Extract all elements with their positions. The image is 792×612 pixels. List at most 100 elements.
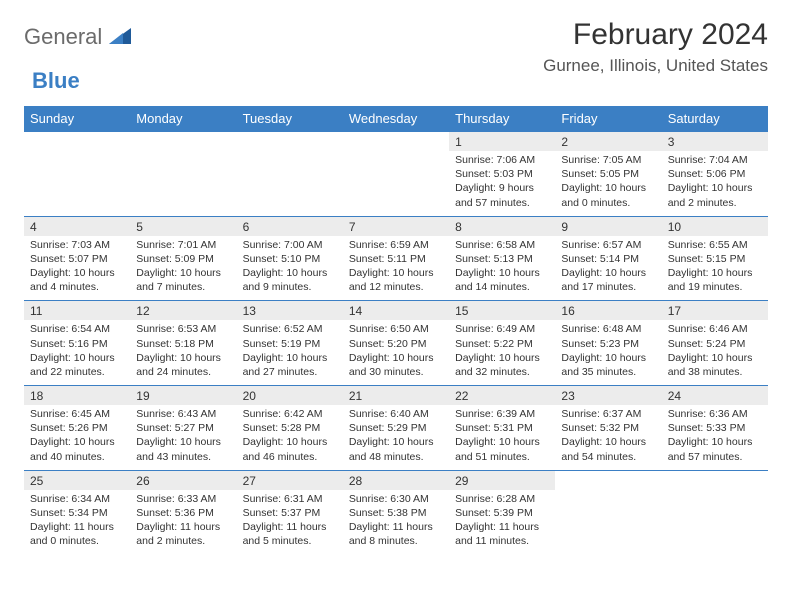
sunset-text: Sunset: 5:23 PM bbox=[561, 337, 655, 351]
daylight-text: Daylight: 10 hours and 35 minutes. bbox=[561, 351, 655, 379]
day-detail-cell: Sunrise: 6:55 AMSunset: 5:15 PMDaylight:… bbox=[662, 236, 768, 301]
day-number: 10 bbox=[668, 220, 681, 234]
day-detail-cell: Sunrise: 6:48 AMSunset: 5:23 PMDaylight:… bbox=[555, 320, 661, 385]
day-number-cell: 26 bbox=[130, 470, 236, 490]
day-number: 24 bbox=[668, 389, 681, 403]
sunrise-text: Sunrise: 7:05 AM bbox=[561, 153, 655, 167]
day-number-cell: 20 bbox=[237, 386, 343, 406]
day-number: 17 bbox=[668, 304, 681, 318]
day-number: 6 bbox=[243, 220, 250, 234]
day-number: 9 bbox=[561, 220, 568, 234]
day-number: 27 bbox=[243, 474, 256, 488]
day-number: 18 bbox=[30, 389, 43, 403]
day-number-cell: 23 bbox=[555, 386, 661, 406]
day-number: 20 bbox=[243, 389, 256, 403]
daylight-text: Daylight: 10 hours and 24 minutes. bbox=[136, 351, 230, 379]
sunset-text: Sunset: 5:11 PM bbox=[349, 252, 443, 266]
day-header: Sunday bbox=[24, 106, 130, 132]
day-detail-row: Sunrise: 6:54 AMSunset: 5:16 PMDaylight:… bbox=[24, 320, 768, 385]
daylight-text: Daylight: 10 hours and 22 minutes. bbox=[30, 351, 124, 379]
daylight-text: Daylight: 11 hours and 8 minutes. bbox=[349, 520, 443, 548]
sunrise-text: Sunrise: 6:57 AM bbox=[561, 238, 655, 252]
day-number: 11 bbox=[30, 304, 42, 318]
day-number-cell: 8 bbox=[449, 216, 555, 236]
day-detail-cell: Sunrise: 6:45 AMSunset: 5:26 PMDaylight:… bbox=[24, 405, 130, 470]
day-detail-cell: Sunrise: 6:28 AMSunset: 5:39 PMDaylight:… bbox=[449, 490, 555, 555]
sunset-text: Sunset: 5:32 PM bbox=[561, 421, 655, 435]
day-number-cell: 6 bbox=[237, 216, 343, 236]
daylight-text: Daylight: 10 hours and 12 minutes. bbox=[349, 266, 443, 294]
daylight-text: Daylight: 10 hours and 4 minutes. bbox=[30, 266, 124, 294]
sunset-text: Sunset: 5:39 PM bbox=[455, 506, 549, 520]
daylight-text: Daylight: 10 hours and 46 minutes. bbox=[243, 435, 337, 463]
sunset-text: Sunset: 5:22 PM bbox=[455, 337, 549, 351]
sunrise-text: Sunrise: 6:40 AM bbox=[349, 407, 443, 421]
sunset-text: Sunset: 5:07 PM bbox=[30, 252, 124, 266]
day-number-row: 2526272829 bbox=[24, 470, 768, 490]
daylight-text: Daylight: 10 hours and 43 minutes. bbox=[136, 435, 230, 463]
sunset-text: Sunset: 5:09 PM bbox=[136, 252, 230, 266]
day-number-cell: 28 bbox=[343, 470, 449, 490]
daylight-text: Daylight: 10 hours and 38 minutes. bbox=[668, 351, 762, 379]
sunrise-text: Sunrise: 6:50 AM bbox=[349, 322, 443, 336]
sunrise-text: Sunrise: 7:06 AM bbox=[455, 153, 549, 167]
daylight-text: Daylight: 11 hours and 2 minutes. bbox=[136, 520, 230, 548]
day-number-cell: 15 bbox=[449, 301, 555, 321]
day-number: 22 bbox=[455, 389, 468, 403]
day-header: Saturday bbox=[662, 106, 768, 132]
day-detail-cell: Sunrise: 6:31 AMSunset: 5:37 PMDaylight:… bbox=[237, 490, 343, 555]
sunrise-text: Sunrise: 6:37 AM bbox=[561, 407, 655, 421]
daylight-text: Daylight: 10 hours and 9 minutes. bbox=[243, 266, 337, 294]
daylight-text: Daylight: 10 hours and 40 minutes. bbox=[30, 435, 124, 463]
header: General Blue February 2024 Gurnee, Illin… bbox=[24, 18, 768, 94]
sunset-text: Sunset: 5:31 PM bbox=[455, 421, 549, 435]
day-number-cell: 10 bbox=[662, 216, 768, 236]
day-number-cell bbox=[130, 132, 236, 152]
day-number: 14 bbox=[349, 304, 362, 318]
sunrise-text: Sunrise: 6:28 AM bbox=[455, 492, 549, 506]
day-detail-cell: Sunrise: 6:46 AMSunset: 5:24 PMDaylight:… bbox=[662, 320, 768, 385]
day-detail-cell: Sunrise: 7:00 AMSunset: 5:10 PMDaylight:… bbox=[237, 236, 343, 301]
sunset-text: Sunset: 5:05 PM bbox=[561, 167, 655, 181]
day-detail-cell: Sunrise: 6:30 AMSunset: 5:38 PMDaylight:… bbox=[343, 490, 449, 555]
day-header: Thursday bbox=[449, 106, 555, 132]
daylight-text: Daylight: 10 hours and 32 minutes. bbox=[455, 351, 549, 379]
day-number-cell: 11 bbox=[24, 301, 130, 321]
daylight-text: Daylight: 10 hours and 54 minutes. bbox=[561, 435, 655, 463]
sunrise-text: Sunrise: 6:34 AM bbox=[30, 492, 124, 506]
daylight-text: Daylight: 11 hours and 11 minutes. bbox=[455, 520, 549, 548]
day-number-cell: 12 bbox=[130, 301, 236, 321]
day-number: 8 bbox=[455, 220, 462, 234]
day-number-cell: 9 bbox=[555, 216, 661, 236]
sunset-text: Sunset: 5:29 PM bbox=[349, 421, 443, 435]
day-detail-row: Sunrise: 6:34 AMSunset: 5:34 PMDaylight:… bbox=[24, 490, 768, 555]
day-number: 12 bbox=[136, 304, 149, 318]
day-header: Friday bbox=[555, 106, 661, 132]
day-number-row: 11121314151617 bbox=[24, 301, 768, 321]
day-number-row: 45678910 bbox=[24, 216, 768, 236]
day-number: 23 bbox=[561, 389, 574, 403]
day-detail-cell: Sunrise: 7:04 AMSunset: 5:06 PMDaylight:… bbox=[662, 151, 768, 216]
sunrise-text: Sunrise: 6:42 AM bbox=[243, 407, 337, 421]
day-number-cell bbox=[343, 132, 449, 152]
day-detail-cell: Sunrise: 6:49 AMSunset: 5:22 PMDaylight:… bbox=[449, 320, 555, 385]
day-number-cell: 5 bbox=[130, 216, 236, 236]
sunset-text: Sunset: 5:16 PM bbox=[30, 337, 124, 351]
day-number-cell: 24 bbox=[662, 386, 768, 406]
sunset-text: Sunset: 5:27 PM bbox=[136, 421, 230, 435]
sunset-text: Sunset: 5:15 PM bbox=[668, 252, 762, 266]
sunrise-text: Sunrise: 6:59 AM bbox=[349, 238, 443, 252]
day-number: 21 bbox=[349, 389, 362, 403]
sunset-text: Sunset: 5:20 PM bbox=[349, 337, 443, 351]
sunrise-text: Sunrise: 6:33 AM bbox=[136, 492, 230, 506]
day-number-cell: 14 bbox=[343, 301, 449, 321]
sunrise-text: Sunrise: 6:31 AM bbox=[243, 492, 337, 506]
day-detail-cell bbox=[343, 151, 449, 216]
day-detail-cell: Sunrise: 6:50 AMSunset: 5:20 PMDaylight:… bbox=[343, 320, 449, 385]
day-detail-cell: Sunrise: 6:34 AMSunset: 5:34 PMDaylight:… bbox=[24, 490, 130, 555]
sunrise-text: Sunrise: 6:45 AM bbox=[30, 407, 124, 421]
daylight-text: Daylight: 10 hours and 7 minutes. bbox=[136, 266, 230, 294]
sunset-text: Sunset: 5:14 PM bbox=[561, 252, 655, 266]
day-detail-cell bbox=[237, 151, 343, 216]
logo: General Blue bbox=[24, 18, 131, 94]
